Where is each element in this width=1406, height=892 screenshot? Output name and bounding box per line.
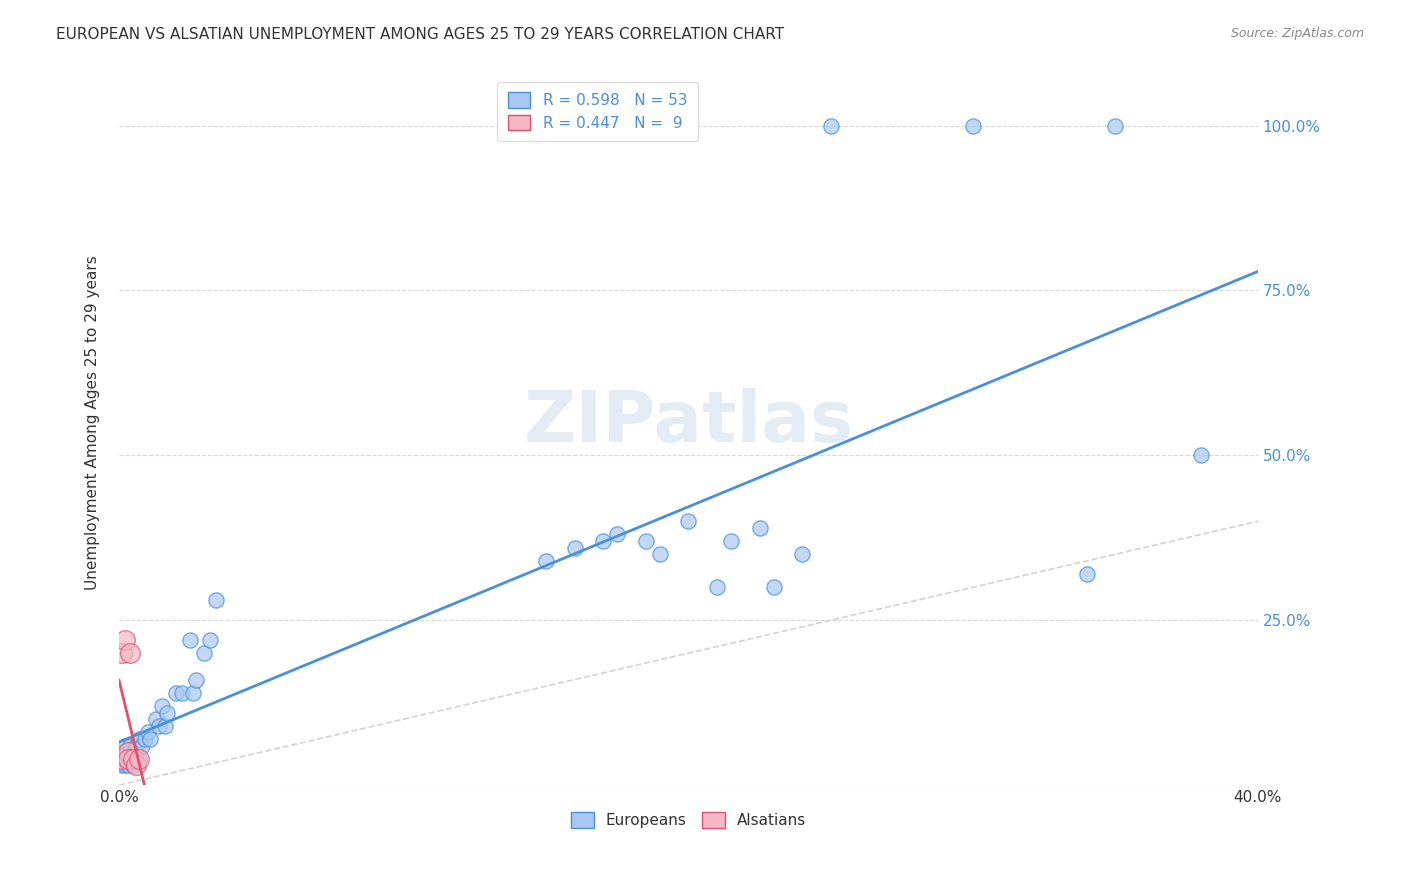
Point bbox=[114, 632, 136, 647]
Point bbox=[114, 739, 136, 753]
Point bbox=[111, 758, 134, 772]
Point bbox=[114, 745, 136, 759]
Point bbox=[111, 752, 134, 766]
Point bbox=[117, 745, 139, 759]
Point bbox=[125, 758, 148, 772]
Point bbox=[148, 719, 170, 733]
Point bbox=[114, 752, 136, 766]
Point bbox=[592, 534, 614, 549]
Point bbox=[122, 758, 145, 772]
Y-axis label: Unemployment Among Ages 25 to 29 years: Unemployment Among Ages 25 to 29 years bbox=[86, 255, 100, 590]
Point bbox=[111, 745, 134, 759]
Point bbox=[153, 719, 176, 733]
Point bbox=[122, 745, 145, 759]
Point bbox=[165, 686, 187, 700]
Point bbox=[125, 739, 148, 753]
Point bbox=[128, 752, 150, 766]
Point bbox=[634, 534, 657, 549]
Point bbox=[117, 752, 139, 766]
Point bbox=[181, 686, 204, 700]
Text: ZIPatlas: ZIPatlas bbox=[523, 388, 853, 457]
Point bbox=[117, 752, 139, 766]
Point bbox=[648, 547, 671, 561]
Point bbox=[111, 752, 134, 766]
Point bbox=[1189, 448, 1212, 462]
Point bbox=[179, 632, 201, 647]
Point bbox=[117, 758, 139, 772]
Point bbox=[122, 752, 145, 766]
Point bbox=[1104, 119, 1126, 133]
Point bbox=[156, 706, 179, 720]
Point bbox=[564, 541, 586, 555]
Point bbox=[120, 739, 142, 753]
Point bbox=[120, 752, 142, 766]
Point bbox=[114, 758, 136, 772]
Point bbox=[120, 646, 142, 660]
Text: Source: ZipAtlas.com: Source: ZipAtlas.com bbox=[1230, 27, 1364, 40]
Point bbox=[145, 712, 167, 726]
Point bbox=[706, 580, 728, 594]
Point bbox=[131, 739, 153, 753]
Point bbox=[1076, 567, 1098, 582]
Point bbox=[125, 745, 148, 759]
Point bbox=[170, 686, 193, 700]
Point bbox=[184, 673, 207, 687]
Point bbox=[606, 527, 628, 541]
Point bbox=[962, 119, 984, 133]
Point bbox=[128, 752, 150, 766]
Point bbox=[198, 632, 221, 647]
Point bbox=[150, 698, 173, 713]
Point bbox=[820, 119, 842, 133]
Point bbox=[762, 580, 785, 594]
Point bbox=[678, 514, 700, 528]
Text: EUROPEAN VS ALSATIAN UNEMPLOYMENT AMONG AGES 25 TO 29 YEARS CORRELATION CHART: EUROPEAN VS ALSATIAN UNEMPLOYMENT AMONG … bbox=[56, 27, 785, 42]
Legend: Europeans, Alsatians: Europeans, Alsatians bbox=[562, 805, 814, 836]
Point bbox=[136, 725, 159, 739]
Point bbox=[117, 745, 139, 759]
Point bbox=[792, 547, 814, 561]
Point bbox=[128, 731, 150, 746]
Point bbox=[193, 646, 215, 660]
Point bbox=[748, 521, 770, 535]
Point bbox=[122, 752, 145, 766]
Point bbox=[720, 534, 742, 549]
Point bbox=[134, 731, 156, 746]
Point bbox=[139, 731, 162, 746]
Point bbox=[111, 646, 134, 660]
Point bbox=[205, 593, 228, 607]
Point bbox=[534, 554, 557, 568]
